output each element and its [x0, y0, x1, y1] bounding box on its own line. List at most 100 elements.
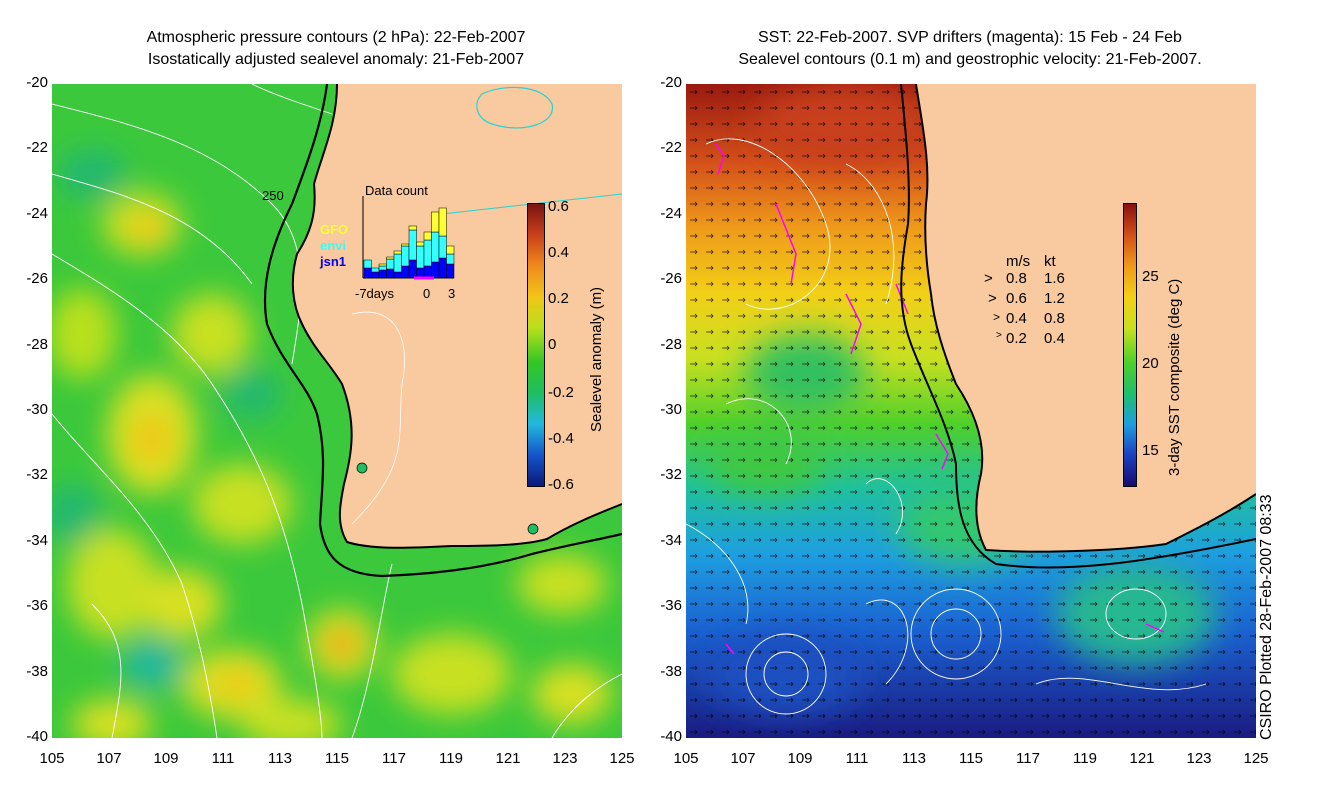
left-x-tick-label: 117	[382, 750, 406, 767]
inset-bar-jsn1	[408, 259, 417, 279]
velocity-arrow-icon: >	[993, 310, 1001, 324]
left-map-title: Atmospheric pressure contours (2 hPa): 2…	[52, 27, 620, 71]
left-x-tick-label: 111	[211, 750, 235, 767]
right-y-tick-label: -36	[660, 597, 682, 615]
velocity-legend-kt: 0.8	[1044, 310, 1065, 327]
tide-gauge-marker	[356, 462, 368, 474]
right-y-tick-label: -30	[660, 401, 682, 418]
sealevel-colorbar-tick: 0.6	[548, 198, 569, 215]
sst-colorbar-tick: 20	[1142, 355, 1159, 372]
left-y-tick-label: -36	[26, 597, 48, 615]
right-x-tick-label: 111	[845, 750, 869, 767]
velocity-legend-header-kt: kt	[1044, 253, 1056, 270]
inset-bar-jsn1	[363, 267, 372, 279]
inset-bar-gfo	[408, 225, 417, 231]
inset-legend-jsn1: jsn1	[320, 254, 347, 269]
sst-colorbar	[1123, 203, 1137, 487]
velocity-legend-ms: 0.4	[1006, 310, 1027, 327]
coastline	[291, 84, 622, 549]
sst-map-svg	[686, 84, 1256, 738]
left-x-tick-label: 125	[609, 750, 635, 767]
inset-bar-gfo	[416, 241, 425, 247]
velocity-arrow-icon: >	[988, 290, 997, 307]
inset-bars	[363, 207, 455, 279]
left-x-tick-label: 123	[552, 750, 578, 767]
right-y-tick-label: -38	[660, 662, 682, 680]
right-y-tick-label: -22	[660, 139, 682, 157]
right-y-tick-label: -26	[660, 270, 682, 288]
sealevel-contours	[686, 138, 1207, 715]
left-x-tick-label: 119	[439, 750, 463, 767]
left-y-tick-label: -22	[26, 139, 48, 157]
right-x-tick-label: 105	[673, 750, 699, 767]
coastline	[915, 84, 1256, 553]
land-contour-cyan-2	[441, 193, 622, 215]
left-x-tick-label: 105	[39, 750, 65, 767]
sst-map	[686, 84, 1256, 738]
left-y-tick-label: -30	[26, 401, 48, 418]
inset-bar-jsn1	[438, 257, 447, 279]
anomaly-blobs	[52, 149, 612, 738]
right-x-tick-label: 109	[787, 750, 813, 767]
sst-colorbar-tick: 25	[1142, 268, 1159, 285]
left-y-tick-label: -20	[26, 74, 48, 91]
inset-bar-jsn1	[423, 265, 432, 279]
plot-credit: CSIRO Plotted 28-Feb-2007 08:33	[1258, 494, 1275, 740]
right-y-tick-label: -24	[660, 204, 682, 222]
left-title-line1: Atmospheric pressure contours (2 hPa): 2…	[146, 29, 526, 46]
inset-bar-jsn1	[431, 261, 440, 279]
sealevel-colorbar-title: Sealevel anomaly (m)	[588, 286, 605, 432]
inset-bar-gfo	[386, 256, 395, 260]
shelf-contour	[263, 84, 622, 578]
velocity-arrow-icon: >	[996, 330, 1002, 341]
sealevel-colorbar-tick: -0.2	[548, 384, 574, 401]
right-x-tick-label: 107	[730, 750, 756, 767]
velocity-arrow-icon: >	[984, 270, 993, 287]
inset-bar-gfo	[378, 263, 387, 267]
inset-xtick-left: -7days	[355, 286, 395, 301]
tide-gauge-marker	[527, 523, 539, 535]
left-x-tick-label: 107	[96, 750, 122, 767]
right-x-tick-label: 119	[1073, 750, 1097, 767]
left-y-tick-label: -28	[26, 335, 48, 353]
sealevel-colorbar-gradient	[528, 204, 544, 486]
inset-xtick-right: 3	[448, 286, 456, 301]
inset-title: Data count	[365, 183, 428, 198]
inset-bar-jsn1	[401, 265, 410, 279]
sealevel-colorbar-tick: 0.2	[548, 290, 569, 307]
inset-bar-envi	[393, 253, 402, 273]
inset-legend-envi: envi	[320, 238, 347, 253]
right-y-tick-label: -40	[660, 728, 682, 745]
right-title-line1: SST: 22-Feb-2007. SVP drifters (magenta)…	[758, 29, 1182, 46]
sealevel-colorbar-tick: -0.6	[548, 476, 574, 493]
sealevel-colorbar-tick: 0	[548, 336, 557, 353]
right-map-title: SST: 22-Feb-2007. SVP drifters (magenta)…	[686, 27, 1254, 71]
left-y-tick-label: -26	[26, 270, 48, 288]
left-x-tick-label: 113	[268, 750, 292, 767]
inset-bar-gfo	[446, 245, 455, 255]
right-y-tick-label: -20	[660, 74, 682, 91]
inset-bar-envi	[423, 239, 432, 267]
inset-bar-envi	[401, 245, 410, 267]
inset-bar-gfo	[438, 207, 447, 237]
left-y-tick-label: -32	[26, 466, 48, 484]
shelf-contour	[900, 84, 1256, 569]
velocity-legend-header-ms: m/s	[1006, 253, 1031, 270]
right-y-tick-label: -32	[660, 466, 682, 484]
inset-bar-jsn1	[371, 271, 380, 279]
velocity-legend-ms: 0.2	[1006, 330, 1027, 347]
inset-bar-envi	[386, 258, 395, 270]
right-x-tick-label: 121	[1129, 750, 1155, 767]
inset-bar-jsn1	[378, 269, 387, 279]
inset-bar-jsn1	[393, 271, 402, 279]
velocity-legend-ms: 0.8	[1006, 270, 1027, 287]
left-x-tick-label: 109	[153, 750, 179, 767]
left-y-tick-label: -24	[26, 204, 48, 222]
sst-colorbar-title: 3-day SST composite (deg C)	[1166, 278, 1183, 476]
velocity-legend-kt: 1.2	[1044, 290, 1065, 307]
left-y-tick-label: -38	[26, 662, 48, 680]
right-x-tick-label: 113	[902, 750, 926, 767]
left-title-line2: Isostatically adjusted sealevel anomaly:…	[147, 51, 525, 68]
inset-bar-gfo	[393, 250, 402, 255]
sealevel-colorbar-tick: -0.4	[548, 430, 574, 447]
